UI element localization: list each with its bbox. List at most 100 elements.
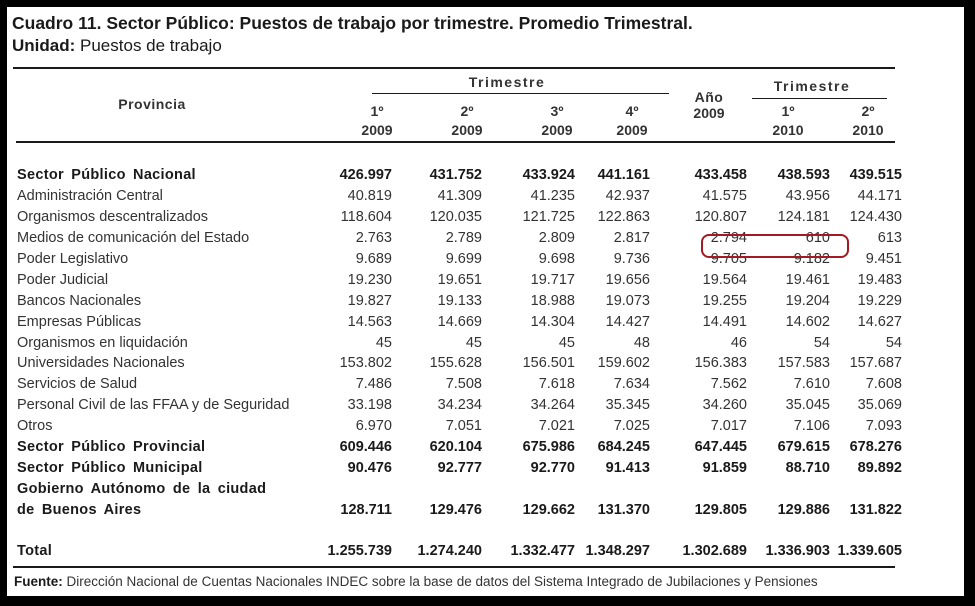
row-label: Otros [17,418,53,434]
cell-value: 128.711 [340,502,392,518]
cell-value: 19.651 [437,272,482,288]
cell-value: 159.602 [597,355,650,371]
cell-value: 19.230 [347,272,392,288]
header-bottom-rule [16,141,895,143]
cell-value: 1.302.689 [682,543,747,559]
cell-value: 7.634 [613,376,650,392]
cell-value: 1.274.240 [417,543,482,559]
unit-label: Unidad: [12,36,76,55]
cell-value: 14.669 [437,314,482,330]
cell-value: 19.461 [785,272,830,288]
source-label: Fuente: [14,574,63,589]
cell-value: 91.413 [605,460,650,476]
cell-value: 157.687 [849,355,902,371]
table-row: Poder Legislativo 9.689 9.699 9.698 9.736 9.7… [17,251,907,271]
cell-value: 7.106 [793,418,830,434]
cell-value: 19.255 [702,293,747,309]
row-label: Sector Público Municipal [17,460,203,476]
cell-value: 35.045 [785,397,830,413]
cell-value: 118.604 [340,209,392,225]
cell-value: 131.370 [597,502,650,518]
header-trimestre-2009: Trimestre [468,74,546,90]
cell-value: 433.924 [522,167,575,183]
row-label: Servicios de Salud [17,376,138,392]
cell-value: 122.863 [597,209,650,225]
table-row: Sector Público Municipal 90.476 92.777 92.7… [17,460,907,480]
cell-value: 7.021 [538,418,575,434]
row-label: Total [17,543,53,559]
row-label: Poder Legislativo [17,251,129,267]
table-row: Sector Público Provincial 609.446 620.104 6… [17,439,907,459]
cell-value: 14.563 [347,314,392,330]
cell-value: 9.699 [445,251,482,267]
table-row: Administración Central 40.819 41.309 41.235… [17,188,907,208]
cell-value: 19.229 [857,293,902,309]
unit-value: Puestos de trabajo [80,36,222,55]
cell-value: 609.446 [339,439,392,455]
cell-value: 42.937 [605,188,650,204]
table-row: Poder Judicial 19.230 19.651 19.717 19.656 19… [17,272,907,292]
table-row: Personal Civil de las FFAA y de Segurida… [17,397,907,417]
cell-value: 441.161 [597,167,650,183]
row-label: Universidades Nacionales [17,355,185,371]
cell-value: 2.763 [355,230,392,246]
highlight-circle [701,234,849,258]
cell-value: 89.892 [857,460,902,476]
table-row: Empresas Públicas 14.563 14.669 14.304 14.42… [17,314,907,334]
cell-value: 157.583 [777,355,830,371]
cell-value: 131.822 [849,502,902,518]
cell-value: 7.051 [445,418,482,434]
trimestre-2009-rule [372,93,669,94]
row-label: Sector Público Nacional [17,167,196,183]
header-anio-year: 2009 [693,105,725,121]
cell-value: 7.025 [613,418,650,434]
cell-value: 43.956 [785,188,830,204]
table-row: de Buenos Aires 128.711 129.476 129.662 131.… [17,502,907,522]
cell-value: 679.615 [777,439,830,455]
cell-value: 45 [558,335,575,351]
header-trimestre-2010: Trimestre [773,78,851,94]
cell-value: 91.859 [702,460,747,476]
row-label: Administración Central [17,188,163,204]
row-label: Organismos en liquidación [17,335,188,351]
cell-value: 613 [877,230,902,246]
cell-value: 18.988 [530,293,575,309]
cell-value: 129.662 [522,502,575,518]
cell-value: 1.255.739 [327,543,392,559]
top-rule [13,67,895,69]
header-col-q1-2009: 1º 2009 [361,103,393,138]
header-col-q2-2010: 2º 2010 [852,103,884,138]
source-note: Fuente: Dirección Nacional de Cuentas Na… [14,574,818,589]
cell-value: 14.304 [530,314,575,330]
cell-value: 9.705 [710,251,747,267]
cell-value: 129.805 [694,502,747,518]
cell-value: 678.276 [849,439,902,455]
cell-value: 41.575 [702,188,747,204]
cell-value: 33.198 [347,397,392,413]
cell-value: 14.627 [857,314,902,330]
cell-value: 7.017 [710,418,747,434]
header-col-q1-2010: 1º 2010 [772,103,804,138]
cell-value: 2.817 [613,230,650,246]
table-row: Sector Público Nacional 426.997 431.752 433… [17,167,907,187]
cell-value: 41.235 [530,188,575,204]
trimestre-2010-rule [752,98,887,99]
cell-value: 19.483 [857,272,902,288]
cell-value: 44.171 [857,188,902,204]
cell-value: 35.345 [605,397,650,413]
source-text: Dirección Nacional de Cuentas Nacionales… [62,574,818,589]
cell-value: 7.618 [538,376,575,392]
cell-value: 120.035 [429,209,482,225]
cell-value: 40.819 [347,188,392,204]
cell-value: 7.093 [865,418,902,434]
header-col-q2-2009: 2º 2009 [451,103,483,138]
cell-value: 19.073 [605,293,650,309]
cell-value: 45 [465,335,482,351]
cell-value: 45 [375,335,392,351]
cell-value: 90.476 [347,460,392,476]
table-title: Cuadro 11. Sector Público: Puestos de tr… [12,13,693,33]
cell-value: 14.427 [605,314,650,330]
cell-value: 121.725 [522,209,575,225]
cell-value: 129.476 [429,502,482,518]
cell-value: 438.593 [777,167,830,183]
